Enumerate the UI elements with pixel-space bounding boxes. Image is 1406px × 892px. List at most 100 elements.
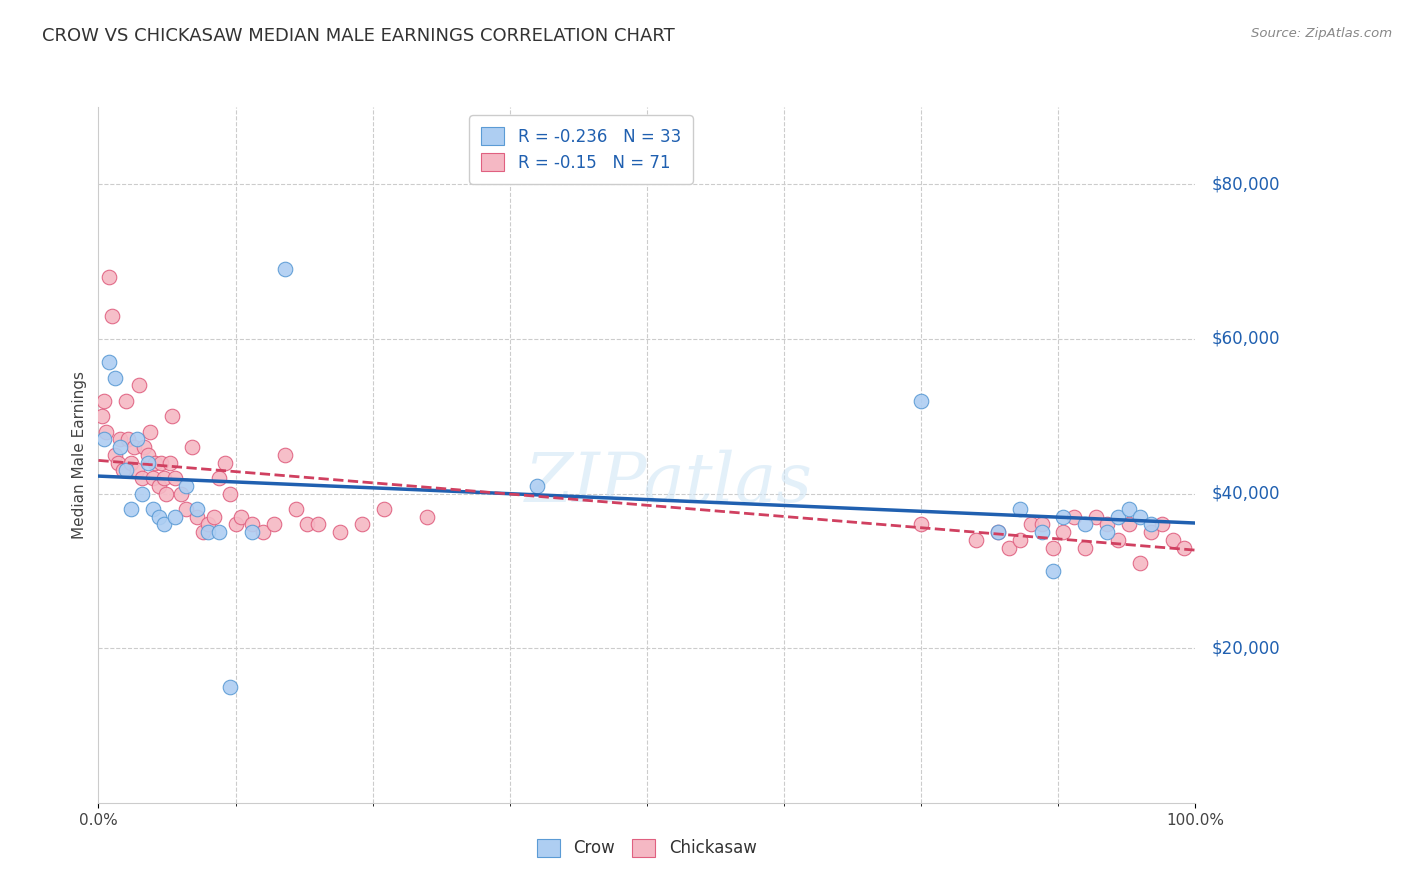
Point [373,502,395,516]
Point [1042,541,1064,555]
Point [148,479,170,493]
Point [165,509,187,524]
Text: ZIPatlas: ZIPatlas [524,450,813,516]
Point [987,525,1010,540]
Text: $40,000: $40,000 [1212,484,1281,502]
Point [131,486,153,500]
Point [263,517,285,532]
Point [1031,517,1053,532]
Point [1129,509,1152,524]
Point [329,525,352,540]
Point [136,456,159,470]
Point [131,471,153,485]
Point [350,517,373,532]
Text: CROW VS CHICKASAW MEDIAN MALE EARNINGS CORRELATION CHART: CROW VS CHICKASAW MEDIAN MALE EARNINGS C… [42,27,675,45]
Point [202,509,225,524]
Point [115,393,138,408]
Point [208,525,231,540]
Point [120,456,142,470]
Point [134,440,156,454]
Point [122,440,145,454]
Point [295,517,318,532]
Point [1140,525,1163,540]
Point [115,463,138,477]
Point [1074,541,1097,555]
Point [110,440,132,454]
Point [155,486,177,500]
Point [274,448,297,462]
Point [149,456,172,470]
Point [214,456,236,470]
Point [125,463,148,477]
Point [197,517,219,532]
Point [1140,517,1163,532]
Point [111,463,134,477]
Point [1118,502,1140,516]
Point [208,471,231,485]
Point [1063,509,1085,524]
Point [170,486,193,500]
Point [90,409,112,424]
Point [159,456,181,470]
Point [139,425,162,439]
Point [160,409,183,424]
Point [910,517,932,532]
Point [191,525,214,540]
Point [1129,556,1152,570]
Point [1008,502,1031,516]
Point [153,471,176,485]
Text: $80,000: $80,000 [1212,176,1281,194]
Point [1074,517,1097,532]
Point [186,502,208,516]
Point [229,509,252,524]
Point [98,355,121,369]
Text: $20,000: $20,000 [1212,640,1281,657]
Point [120,502,142,516]
Point [1031,525,1053,540]
Point [98,270,121,285]
Point [1097,517,1119,532]
Point [284,502,307,516]
Point [1152,517,1174,532]
Point [240,517,263,532]
Point [148,509,170,524]
Point [145,456,167,470]
Y-axis label: Median Male Earnings: Median Male Earnings [72,371,87,539]
Point [110,433,132,447]
Point [142,502,165,516]
Point [165,471,187,485]
Point [93,433,115,447]
Point [1107,533,1129,547]
Point [1052,525,1074,540]
Point [219,486,242,500]
Point [117,433,139,447]
Point [997,541,1019,555]
Text: Source: ZipAtlas.com: Source: ZipAtlas.com [1251,27,1392,40]
Point [128,378,150,392]
Point [987,525,1010,540]
Point [1118,517,1140,532]
Point [136,448,159,462]
Point [1161,533,1184,547]
Point [186,509,208,524]
Point [1008,533,1031,547]
Point [100,309,122,323]
Point [1097,525,1119,540]
Point [1173,541,1195,555]
Point [965,533,987,547]
Point [104,370,127,384]
Point [1107,509,1129,524]
Point [910,393,932,408]
Point [197,525,219,540]
Point [104,448,127,462]
Point [1042,564,1064,578]
Point [125,433,148,447]
Point [526,479,548,493]
Point [94,425,117,439]
Point [107,456,129,470]
Legend: Crow, Chickasaw: Crow, Chickasaw [530,832,763,864]
Point [416,509,439,524]
Point [219,680,242,694]
Point [240,525,263,540]
Point [252,525,274,540]
